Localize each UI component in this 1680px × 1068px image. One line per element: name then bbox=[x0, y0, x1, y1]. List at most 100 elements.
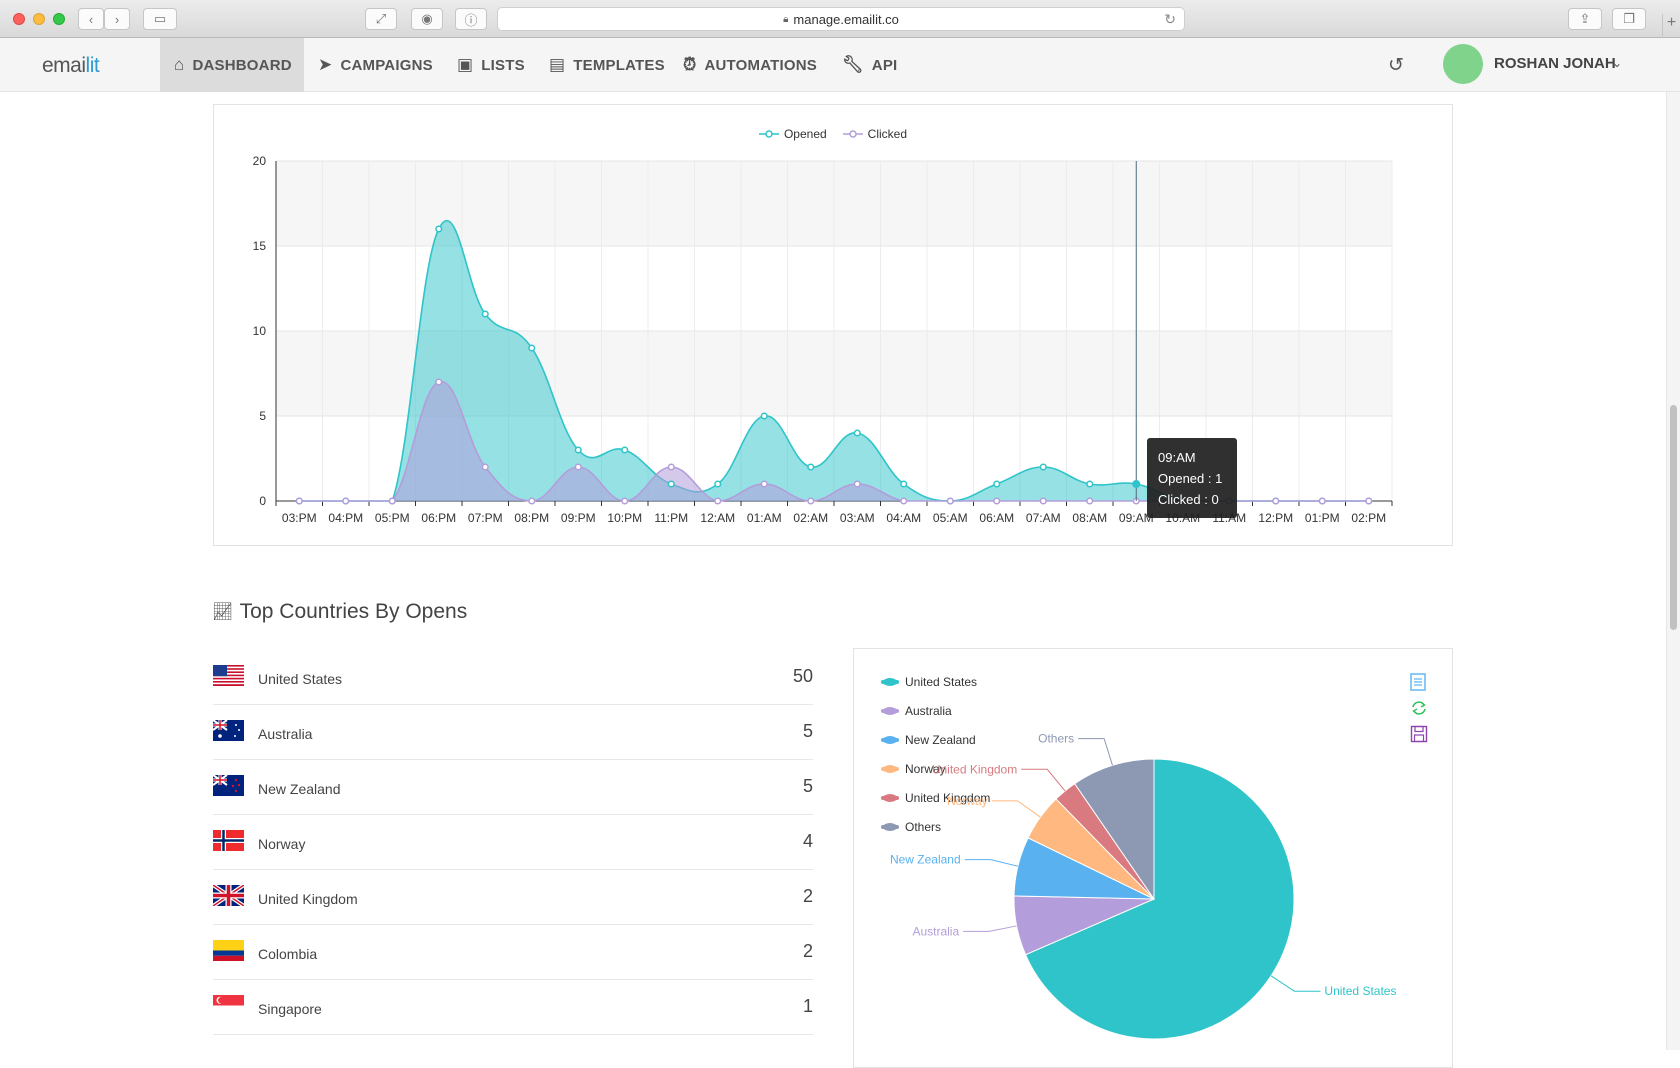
series-area-clicked bbox=[299, 381, 1369, 501]
list-item: New Zealand 5 bbox=[213, 760, 813, 815]
x-tick-label: 07:AM bbox=[1026, 511, 1061, 525]
x-tick-label: 02:AM bbox=[793, 511, 828, 525]
plus-icon: + bbox=[1666, 14, 1677, 31]
pie-slice-label: United Kingdom bbox=[932, 762, 1017, 776]
au-flag-icon bbox=[213, 720, 244, 741]
country-count: 2 bbox=[802, 941, 813, 961]
pie-slice-label: New Zealand bbox=[890, 853, 961, 867]
data-point-clicked bbox=[1086, 497, 1094, 505]
opens-clicks-line-chart: 0 5 10 15 20 03:PM 04:PM 05:PM 06:PM 07:PM 08:PM 09… bbox=[253, 154, 1393, 525]
nav-label: API bbox=[871, 56, 898, 74]
legend-marker-bar bbox=[881, 767, 899, 771]
y-tick-label: 20 bbox=[253, 154, 267, 168]
app-logo[interactable]: emailit bbox=[42, 54, 100, 77]
opens-clicks-chart-panel: 0 5 10 15 20 03:PM 04:PM 05:PM 06:PM 07:PM 08:PM 09… bbox=[213, 104, 1453, 546]
data-point-clicked bbox=[946, 497, 954, 505]
data-point-clicked bbox=[993, 497, 1001, 505]
nav-label: TEMPLATES bbox=[573, 56, 665, 74]
countries-pie-panel: United States Australia New Zealand Norway U… bbox=[853, 648, 1453, 1068]
address-bar[interactable]: 🔒︎ manage.emailit.co ↻ bbox=[497, 7, 1185, 31]
data-point-opened bbox=[760, 412, 768, 420]
nz-flag-icon bbox=[213, 775, 244, 796]
save-image-icon[interactable] bbox=[1410, 725, 1428, 743]
nav-lists[interactable]: ▣ LISTS bbox=[457, 38, 525, 92]
home-icon: ⌂ bbox=[174, 55, 185, 74]
legend-label: Others bbox=[905, 820, 941, 834]
reload-icon[interactable]: ↻ bbox=[1164, 11, 1176, 27]
avatar[interactable] bbox=[1443, 44, 1483, 84]
lock-icon: 🔒︎ bbox=[783, 13, 789, 25]
legend-label: New Zealand bbox=[905, 733, 976, 747]
data-point-opened bbox=[900, 480, 908, 488]
country-name: United States bbox=[258, 671, 343, 687]
share-button[interactable]: ⇪ bbox=[1568, 8, 1602, 30]
back-button[interactable]: ‹ bbox=[78, 8, 104, 30]
data-point-opened bbox=[993, 480, 1001, 488]
data-point-opened bbox=[621, 446, 629, 454]
nav-templates[interactable]: ▤ TEMPLATES bbox=[549, 38, 665, 92]
data-point-opened bbox=[1039, 463, 1047, 471]
close-window-button[interactable] bbox=[13, 13, 25, 25]
nav-campaigns[interactable]: ➤ CAMPAIGNS bbox=[318, 38, 433, 92]
country-list: United States 50 Australia 5 New Zealand… bbox=[213, 650, 813, 1035]
data-point-clicked bbox=[667, 463, 675, 471]
data-point-clicked bbox=[1318, 497, 1326, 505]
x-tick-label: 12:PM bbox=[1258, 511, 1293, 525]
data-view-icon[interactable] bbox=[1410, 673, 1426, 691]
refresh-icon[interactable] bbox=[1410, 699, 1428, 717]
user-name[interactable]: ROSHAN JONAH bbox=[1494, 55, 1616, 72]
nav-label: CAMPAIGNS bbox=[340, 56, 433, 74]
section-title-text: Top Countries By Opens bbox=[239, 600, 468, 623]
data-point-clicked bbox=[388, 497, 396, 505]
nav-dashboard[interactable]: ⌂ DASHBOARD bbox=[160, 38, 304, 92]
password-button[interactable]: ⓘ bbox=[455, 8, 487, 30]
sidebar-toggle-button[interactable]: ▭ bbox=[143, 8, 177, 30]
tabs-button[interactable]: ❐ bbox=[1612, 8, 1646, 30]
scrollbar-thumb[interactable] bbox=[1670, 405, 1677, 630]
list-item: Singapore 1 bbox=[213, 980, 813, 1035]
share-icon: ⇪ bbox=[1579, 11, 1591, 26]
data-point-clicked bbox=[1365, 497, 1373, 505]
nav-label: DASHBOARD bbox=[192, 56, 292, 74]
tabs-icon: ❐ bbox=[1623, 11, 1635, 26]
country-count: 5 bbox=[802, 721, 813, 741]
tooltip-time: 09:AM bbox=[1158, 450, 1196, 465]
data-point-clicked bbox=[1272, 497, 1280, 505]
line-chart-icon: 📈︎ bbox=[212, 602, 234, 621]
forward-button[interactable]: › bbox=[104, 8, 130, 30]
info-icon: ⓘ bbox=[464, 12, 478, 28]
country-name: Norway bbox=[258, 836, 306, 852]
x-tick-label: 10:PM bbox=[607, 511, 642, 525]
legend-item-opened[interactable]: Opened bbox=[758, 127, 827, 141]
us-flag-icon bbox=[213, 665, 244, 686]
country-name: Australia bbox=[258, 726, 313, 742]
data-point-clicked bbox=[574, 463, 582, 471]
x-tick-label: 03:AM bbox=[840, 511, 875, 525]
legend-item-clicked[interactable]: Clicked bbox=[842, 127, 907, 141]
chevron-down-icon[interactable]: ⌄ bbox=[1612, 56, 1623, 70]
list-item: United States 50 bbox=[213, 650, 813, 705]
data-point-clicked bbox=[295, 497, 303, 505]
legend-label: United States bbox=[905, 675, 977, 689]
nav-automations[interactable]: ⏰︎ AUTOMATIONS bbox=[683, 38, 817, 92]
zoom-window-button[interactable] bbox=[53, 13, 65, 25]
x-tick-label: 05:AM bbox=[933, 511, 968, 525]
pie-slice-label: United States bbox=[1324, 984, 1396, 998]
sidebar-icon: ▭ bbox=[153, 11, 167, 26]
minimize-window-button[interactable] bbox=[33, 13, 45, 25]
nav-api[interactable]: 🔧︎ API bbox=[842, 38, 897, 92]
main-navbar: emailit ⌂ DASHBOARD ➤ CAMPAIGNS ▣ LISTS … bbox=[0, 38, 1680, 92]
wrench-icon: 🔧︎ bbox=[842, 55, 864, 74]
x-tick-label: 11:PM bbox=[654, 511, 688, 525]
fullscreen-button[interactable]: ⤢ bbox=[365, 8, 397, 30]
alarm-clock-icon: ⏰︎ bbox=[683, 55, 697, 74]
extension-button[interactable]: ◉ bbox=[411, 8, 443, 30]
new-tab-button[interactable]: + bbox=[1662, 14, 1680, 38]
x-tick-label: 08:PM bbox=[514, 511, 549, 525]
legend-marker-bar bbox=[881, 709, 899, 713]
data-point-clicked bbox=[714, 497, 722, 505]
country-count: 1 bbox=[802, 996, 813, 1016]
address-book-icon: ▣ bbox=[457, 55, 474, 74]
history-icon[interactable]: ↺ bbox=[1388, 55, 1404, 76]
data-point-clicked bbox=[435, 378, 443, 386]
